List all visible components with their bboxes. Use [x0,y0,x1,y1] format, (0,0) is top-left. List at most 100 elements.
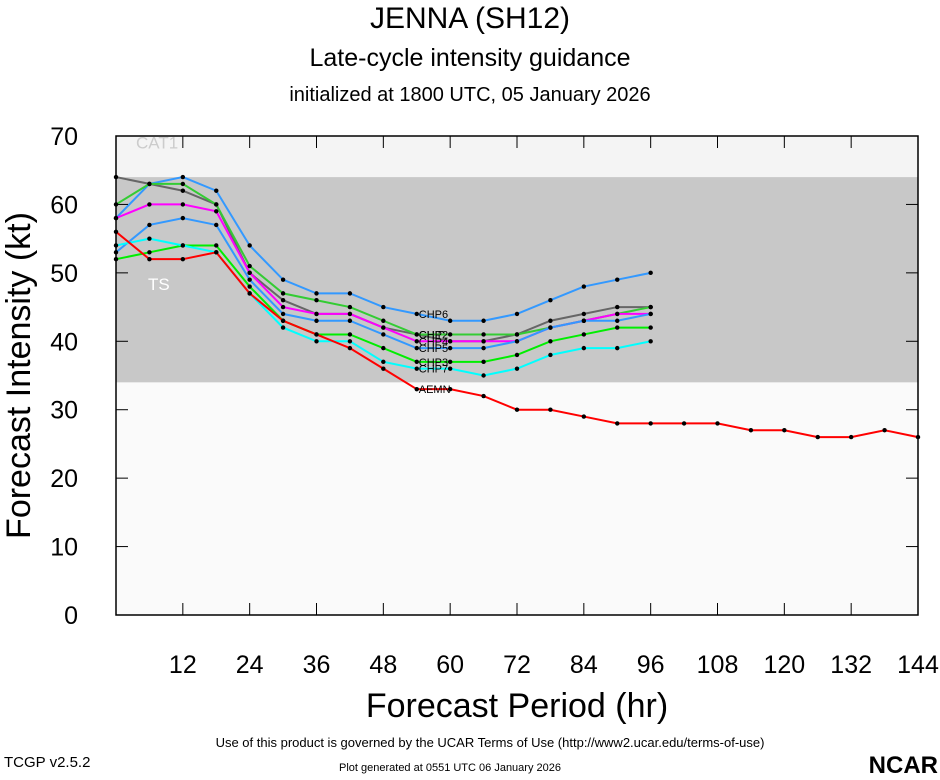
data-point [548,339,553,344]
data-point [180,215,186,221]
data-point [214,250,219,255]
data-point [447,339,453,344]
data-point [147,250,152,255]
data-point [314,291,319,296]
data-point [414,332,419,337]
data-point [180,202,186,207]
data-point [447,318,453,323]
data-point [648,311,653,317]
data-point [514,332,520,337]
y-tick-label: 20 [50,465,78,493]
data-point [347,345,353,351]
data-point [514,339,520,344]
x-tick-label: 48 [369,651,397,679]
data-point [381,359,386,365]
data-point [615,325,620,330]
x-tick-label: 144 [897,651,939,679]
data-point [648,270,653,276]
data-point [347,332,353,337]
data-point [648,421,653,426]
data-point [147,181,152,187]
data-point [247,284,252,289]
data-point [782,428,787,433]
data-point [481,345,486,351]
data-point [648,325,653,330]
data-point [180,188,186,193]
y-tick-label: 50 [50,260,78,288]
data-point [615,311,620,317]
data-point [280,277,286,282]
data-point [280,298,286,303]
data-point [548,407,553,412]
data-point [447,345,453,351]
data-point [581,332,587,337]
y-tick-label: 60 [50,191,78,219]
x-tick-label: 24 [236,651,264,679]
data-point [615,277,620,282]
series-label-chp4: CHP4 [419,336,448,348]
data-point [381,332,386,337]
data-point [447,366,453,371]
data-point [481,359,486,365]
y-tick-label: 30 [50,397,78,425]
data-point [548,325,553,330]
data-point [414,345,419,351]
data-point [214,202,219,207]
series-label-chp5: CHP5 [419,343,448,355]
series-label-chp7: CHP7 [419,364,448,376]
band-label-ts: TS [148,275,170,294]
series-label-chp2: CHP2 [419,329,448,341]
ncar-logo: NCAR [868,752,938,779]
data-point [514,407,520,412]
data-point [447,359,453,365]
data-point [314,332,319,337]
data-point [615,304,620,310]
data-point [247,277,252,282]
band-label-cat1: CAT1 [136,133,178,152]
data-point [581,318,587,323]
data-point [280,304,286,310]
data-point [347,339,353,344]
data-point [381,366,386,371]
data-point [280,291,286,296]
data-point [314,318,319,323]
data-point [247,270,252,276]
data-point [314,339,319,344]
data-point [347,304,353,310]
data-point [147,236,152,241]
data-point [214,243,219,248]
data-point [147,202,152,207]
data-point [481,318,486,323]
x-tick-label: 120 [763,651,805,679]
data-point [715,421,720,426]
data-point [414,339,419,344]
data-point [381,304,386,310]
chart-title: JENNA (SH12) [369,2,571,35]
data-point [180,243,186,248]
data-point [581,414,587,419]
y-tick-label: 10 [50,534,78,562]
data-point [180,174,186,180]
data-point [481,332,486,337]
x-tick-label: 72 [503,651,531,679]
x-tick-label: 132 [830,651,872,679]
data-point [848,434,854,440]
data-point [681,421,687,426]
data-point [447,386,453,392]
chart-subtitle: Late-cycle intensity guidance [309,44,631,72]
data-point [514,352,520,358]
y-tick-label: 70 [50,123,78,151]
data-point [748,428,754,433]
data-point [214,188,219,193]
data-point [481,373,486,378]
data-point [414,311,419,317]
data-point [214,222,219,228]
data-point [548,298,553,303]
data-point [347,291,353,296]
data-point [581,345,587,351]
data-point [581,311,587,317]
y-tick-label: 40 [50,328,78,356]
data-point [381,318,386,323]
data-point [214,209,219,214]
